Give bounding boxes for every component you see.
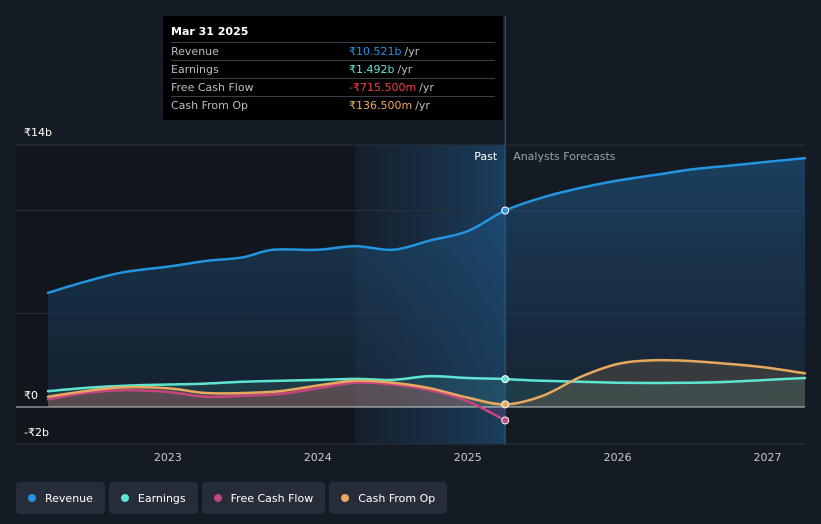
data-point-cash-from-op[interactable]: [501, 400, 510, 409]
tooltip-label: Free Cash Flow: [171, 81, 254, 94]
x-tick-label: 2025: [454, 451, 482, 464]
tooltip-value: ₹136.500m: [349, 99, 413, 112]
x-tick-label: 2026: [604, 451, 632, 464]
data-tooltip: Mar 31 2025 Revenue ₹10.521b /yr Earning…: [163, 16, 503, 120]
legend-dot-icon: [213, 494, 222, 502]
tooltip-label: Revenue: [171, 45, 219, 58]
tooltip-row-earnings: Earnings ₹1.492b /yr: [171, 60, 495, 78]
tooltip-label: Earnings: [171, 63, 219, 76]
series-line-free-cash-flow: [46, 381, 507, 422]
x-tick-label: 2024: [304, 451, 332, 464]
series-line-cash-from-op: [46, 358, 807, 406]
tooltip-unit: /yr: [415, 99, 430, 112]
legend-item-revenue[interactable]: Revenue: [16, 482, 105, 514]
y-axis-label-negative: -₹2b: [24, 426, 49, 439]
x-tick-label: 2027: [754, 451, 782, 464]
tooltip-row-cash-from-op: Cash From Op ₹136.500m /yr: [171, 96, 495, 114]
tooltip-date: Mar 31 2025: [171, 25, 249, 38]
past-label: Past: [474, 150, 498, 163]
legend-label: Earnings: [137, 491, 186, 505]
area-revenue: [48, 158, 805, 407]
y-axis-label-top: ₹14b: [24, 126, 52, 139]
legend-label: Revenue: [45, 491, 93, 505]
legend: Revenue Earnings Free Cash Flow Cash Fro…: [16, 482, 448, 514]
legend-item-free-cash-flow[interactable]: Free Cash Flow: [201, 482, 326, 514]
tooltip-value: ₹10.521b: [349, 45, 402, 58]
data-point-revenue[interactable]: [501, 206, 510, 215]
tooltip-unit: /yr: [419, 81, 434, 94]
series-line-revenue: [46, 156, 807, 295]
series-line-earnings: [46, 374, 807, 393]
tooltip-value: -₹715.500m: [349, 81, 417, 94]
legend-dot-icon: [120, 494, 129, 502]
tooltip-unit: /yr: [404, 45, 420, 58]
legend-item-earnings[interactable]: Earnings: [108, 482, 198, 514]
tooltip-label: Cash From Op: [171, 99, 249, 112]
tooltip-row-revenue: Revenue ₹10.521b /yr: [171, 42, 495, 60]
chart: ₹14b ₹0 -₹2b Past Analysts Forecasts 202…: [16, 16, 807, 464]
y-axis-label-zero: ₹0: [24, 389, 38, 402]
tooltip-value: ₹1.492b: [349, 63, 395, 76]
x-tick-label: 2023: [154, 451, 182, 464]
data-point-free-cash-flow[interactable]: [501, 416, 510, 425]
forecast-label: Analysts Forecasts: [513, 150, 616, 163]
legend-dot-icon: [341, 494, 350, 502]
legend-label: Cash From Op: [358, 491, 436, 505]
legend-item-cash-from-op[interactable]: Cash From Op: [329, 482, 448, 514]
legend-label: Free Cash Flow: [230, 491, 314, 505]
data-point-earnings[interactable]: [501, 375, 510, 384]
tooltip-unit: /yr: [397, 63, 413, 76]
legend-dot-icon: [28, 494, 36, 502]
tooltip-row-free-cash-flow: Free Cash Flow -₹715.500m /yr: [171, 78, 495, 96]
